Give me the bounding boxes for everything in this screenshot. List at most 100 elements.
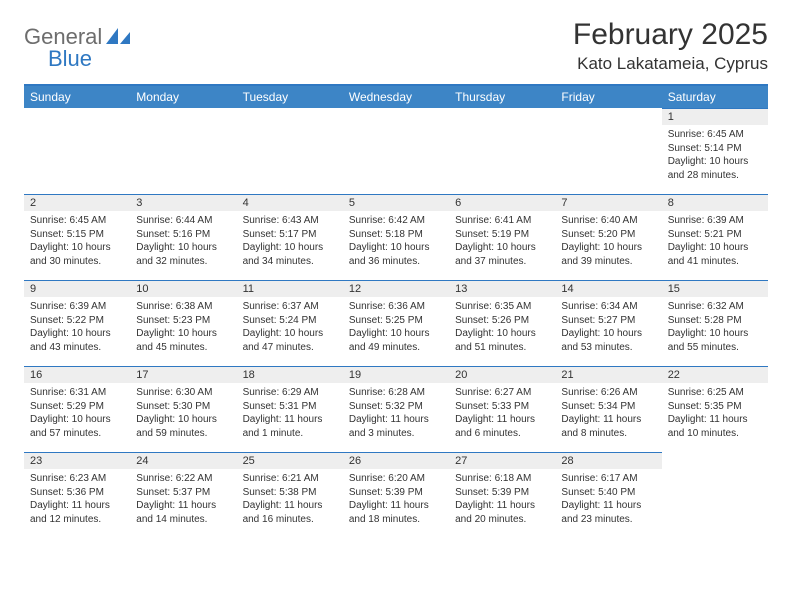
day-number: 27 bbox=[449, 452, 555, 469]
day-details: Sunrise: 6:35 AMSunset: 5:26 PMDaylight:… bbox=[449, 297, 555, 358]
calendar-day-cell: 8Sunrise: 6:39 AMSunset: 5:21 PMDaylight… bbox=[662, 194, 768, 280]
sunset-line: Sunset: 5:14 PM bbox=[668, 142, 762, 156]
sunset-line: Sunset: 5:29 PM bbox=[30, 400, 124, 414]
calendar-day-cell: 13Sunrise: 6:35 AMSunset: 5:26 PMDayligh… bbox=[449, 280, 555, 366]
daylight-line: Daylight: 10 hours and 30 minutes. bbox=[30, 241, 124, 268]
calendar-day-cell bbox=[449, 108, 555, 194]
sunrise-line: Sunrise: 6:23 AM bbox=[30, 472, 124, 486]
day-number: 24 bbox=[130, 452, 236, 469]
daylight-line: Daylight: 10 hours and 49 minutes. bbox=[349, 327, 443, 354]
daylight-line: Daylight: 11 hours and 3 minutes. bbox=[349, 413, 443, 440]
sunrise-line: Sunrise: 6:39 AM bbox=[30, 300, 124, 314]
day-number: 23 bbox=[24, 452, 130, 469]
daylight-line: Daylight: 10 hours and 59 minutes. bbox=[136, 413, 230, 440]
calendar-day-cell: 2Sunrise: 6:45 AMSunset: 5:15 PMDaylight… bbox=[24, 194, 130, 280]
day-number: 8 bbox=[662, 194, 768, 211]
calendar-day-cell: 20Sunrise: 6:27 AMSunset: 5:33 PMDayligh… bbox=[449, 366, 555, 452]
calendar-day-cell: 23Sunrise: 6:23 AMSunset: 5:36 PMDayligh… bbox=[24, 452, 130, 538]
sunrise-line: Sunrise: 6:17 AM bbox=[561, 472, 655, 486]
calendar-week-row: 23Sunrise: 6:23 AMSunset: 5:36 PMDayligh… bbox=[24, 452, 768, 538]
sunset-line: Sunset: 5:30 PM bbox=[136, 400, 230, 414]
weekday-header: Tuesday bbox=[237, 86, 343, 108]
sunrise-line: Sunrise: 6:43 AM bbox=[243, 214, 337, 228]
calendar-day-cell: 14Sunrise: 6:34 AMSunset: 5:27 PMDayligh… bbox=[555, 280, 661, 366]
sunset-line: Sunset: 5:40 PM bbox=[561, 486, 655, 500]
sunset-line: Sunset: 5:18 PM bbox=[349, 228, 443, 242]
sunset-line: Sunset: 5:39 PM bbox=[455, 486, 549, 500]
month-title: February 2025 bbox=[573, 18, 768, 52]
sunrise-line: Sunrise: 6:45 AM bbox=[30, 214, 124, 228]
calendar-table: Sunday Monday Tuesday Wednesday Thursday… bbox=[24, 86, 768, 538]
daylight-line: Daylight: 10 hours and 34 minutes. bbox=[243, 241, 337, 268]
daylight-line: Daylight: 11 hours and 10 minutes. bbox=[668, 413, 762, 440]
weekday-header: Saturday bbox=[662, 86, 768, 108]
day-details: Sunrise: 6:18 AMSunset: 5:39 PMDaylight:… bbox=[449, 469, 555, 530]
calendar-day-cell: 24Sunrise: 6:22 AMSunset: 5:37 PMDayligh… bbox=[130, 452, 236, 538]
sunrise-line: Sunrise: 6:31 AM bbox=[30, 386, 124, 400]
day-number: 6 bbox=[449, 194, 555, 211]
day-number: 25 bbox=[237, 452, 343, 469]
sunrise-line: Sunrise: 6:21 AM bbox=[243, 472, 337, 486]
sunset-line: Sunset: 5:25 PM bbox=[349, 314, 443, 328]
sunset-line: Sunset: 5:38 PM bbox=[243, 486, 337, 500]
calendar-day-cell: 3Sunrise: 6:44 AMSunset: 5:16 PMDaylight… bbox=[130, 194, 236, 280]
calendar-day-cell: 9Sunrise: 6:39 AMSunset: 5:22 PMDaylight… bbox=[24, 280, 130, 366]
day-number: 18 bbox=[237, 366, 343, 383]
day-number: 2 bbox=[24, 194, 130, 211]
daylight-line: Daylight: 11 hours and 12 minutes. bbox=[30, 499, 124, 526]
sunset-line: Sunset: 5:31 PM bbox=[243, 400, 337, 414]
day-number: 20 bbox=[449, 366, 555, 383]
weekday-header: Friday bbox=[555, 86, 661, 108]
day-number: 10 bbox=[130, 280, 236, 297]
daylight-line: Daylight: 11 hours and 23 minutes. bbox=[561, 499, 655, 526]
day-number: 7 bbox=[555, 194, 661, 211]
calendar-day-cell bbox=[343, 108, 449, 194]
location-subtitle: Kato Lakatameia, Cyprus bbox=[573, 54, 768, 74]
calendar-day-cell: 7Sunrise: 6:40 AMSunset: 5:20 PMDaylight… bbox=[555, 194, 661, 280]
sunrise-line: Sunrise: 6:40 AM bbox=[561, 214, 655, 228]
sunrise-line: Sunrise: 6:28 AM bbox=[349, 386, 443, 400]
calendar-day-cell: 26Sunrise: 6:20 AMSunset: 5:39 PMDayligh… bbox=[343, 452, 449, 538]
brand-sail-icon bbox=[106, 28, 132, 46]
sunset-line: Sunset: 5:35 PM bbox=[668, 400, 762, 414]
sunset-line: Sunset: 5:24 PM bbox=[243, 314, 337, 328]
calendar-day-cell: 15Sunrise: 6:32 AMSunset: 5:28 PMDayligh… bbox=[662, 280, 768, 366]
day-details: Sunrise: 6:22 AMSunset: 5:37 PMDaylight:… bbox=[130, 469, 236, 530]
brand-text-2: Blue bbox=[48, 46, 92, 72]
day-number: 9 bbox=[24, 280, 130, 297]
calendar-page: General Blue February 2025 Kato Lakatame… bbox=[0, 0, 792, 538]
day-details: Sunrise: 6:29 AMSunset: 5:31 PMDaylight:… bbox=[237, 383, 343, 444]
day-details: Sunrise: 6:40 AMSunset: 5:20 PMDaylight:… bbox=[555, 211, 661, 272]
day-details: Sunrise: 6:26 AMSunset: 5:34 PMDaylight:… bbox=[555, 383, 661, 444]
daylight-line: Daylight: 11 hours and 16 minutes. bbox=[243, 499, 337, 526]
sunset-line: Sunset: 5:37 PM bbox=[136, 486, 230, 500]
calendar-day-cell: 28Sunrise: 6:17 AMSunset: 5:40 PMDayligh… bbox=[555, 452, 661, 538]
day-details: Sunrise: 6:39 AMSunset: 5:21 PMDaylight:… bbox=[662, 211, 768, 272]
calendar-day-cell: 19Sunrise: 6:28 AMSunset: 5:32 PMDayligh… bbox=[343, 366, 449, 452]
sunrise-line: Sunrise: 6:26 AM bbox=[561, 386, 655, 400]
daylight-line: Daylight: 10 hours and 28 minutes. bbox=[668, 155, 762, 182]
day-number: 14 bbox=[555, 280, 661, 297]
day-details: Sunrise: 6:25 AMSunset: 5:35 PMDaylight:… bbox=[662, 383, 768, 444]
calendar-day-cell: 6Sunrise: 6:41 AMSunset: 5:19 PMDaylight… bbox=[449, 194, 555, 280]
daylight-line: Daylight: 11 hours and 8 minutes. bbox=[561, 413, 655, 440]
brand-logo: General Blue bbox=[24, 18, 132, 50]
sunrise-line: Sunrise: 6:34 AM bbox=[561, 300, 655, 314]
sunrise-line: Sunrise: 6:18 AM bbox=[455, 472, 549, 486]
calendar-week-row: 16Sunrise: 6:31 AMSunset: 5:29 PMDayligh… bbox=[24, 366, 768, 452]
calendar-day-cell: 1Sunrise: 6:45 AMSunset: 5:14 PMDaylight… bbox=[662, 108, 768, 194]
daylight-line: Daylight: 10 hours and 45 minutes. bbox=[136, 327, 230, 354]
sunset-line: Sunset: 5:28 PM bbox=[668, 314, 762, 328]
calendar-day-cell: 4Sunrise: 6:43 AMSunset: 5:17 PMDaylight… bbox=[237, 194, 343, 280]
calendar-day-cell: 12Sunrise: 6:36 AMSunset: 5:25 PMDayligh… bbox=[343, 280, 449, 366]
sunrise-line: Sunrise: 6:41 AM bbox=[455, 214, 549, 228]
calendar-day-cell: 11Sunrise: 6:37 AMSunset: 5:24 PMDayligh… bbox=[237, 280, 343, 366]
calendar-day-cell: 10Sunrise: 6:38 AMSunset: 5:23 PMDayligh… bbox=[130, 280, 236, 366]
calendar-day-cell bbox=[130, 108, 236, 194]
daylight-line: Daylight: 10 hours and 41 minutes. bbox=[668, 241, 762, 268]
day-details: Sunrise: 6:20 AMSunset: 5:39 PMDaylight:… bbox=[343, 469, 449, 530]
day-number: 26 bbox=[343, 452, 449, 469]
day-number: 17 bbox=[130, 366, 236, 383]
sunset-line: Sunset: 5:33 PM bbox=[455, 400, 549, 414]
calendar-week-row: 2Sunrise: 6:45 AMSunset: 5:15 PMDaylight… bbox=[24, 194, 768, 280]
